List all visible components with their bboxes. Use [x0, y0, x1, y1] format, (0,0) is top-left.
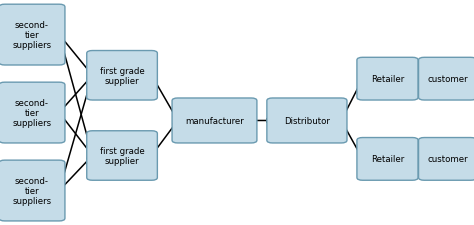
Text: first grade
supplier: first grade supplier — [100, 146, 145, 165]
Text: second-
tier
suppliers: second- tier suppliers — [12, 176, 52, 205]
FancyBboxPatch shape — [87, 51, 157, 101]
Text: first grade
supplier: first grade supplier — [100, 66, 145, 86]
FancyBboxPatch shape — [0, 160, 65, 221]
FancyBboxPatch shape — [0, 83, 65, 143]
Text: Distributor: Distributor — [284, 117, 330, 125]
Text: second-
tier
suppliers: second- tier suppliers — [12, 98, 52, 128]
Text: customer: customer — [427, 75, 468, 84]
FancyBboxPatch shape — [419, 138, 474, 180]
FancyBboxPatch shape — [87, 131, 157, 180]
Text: manufacturer: manufacturer — [185, 117, 244, 125]
Text: second-
tier
suppliers: second- tier suppliers — [12, 21, 52, 50]
FancyBboxPatch shape — [357, 58, 418, 101]
FancyBboxPatch shape — [267, 99, 347, 143]
FancyBboxPatch shape — [0, 5, 65, 66]
Text: Retailer: Retailer — [371, 75, 404, 84]
FancyBboxPatch shape — [357, 138, 418, 180]
FancyBboxPatch shape — [172, 99, 257, 143]
FancyBboxPatch shape — [419, 58, 474, 101]
Text: Retailer: Retailer — [371, 155, 404, 164]
Text: customer: customer — [427, 155, 468, 164]
